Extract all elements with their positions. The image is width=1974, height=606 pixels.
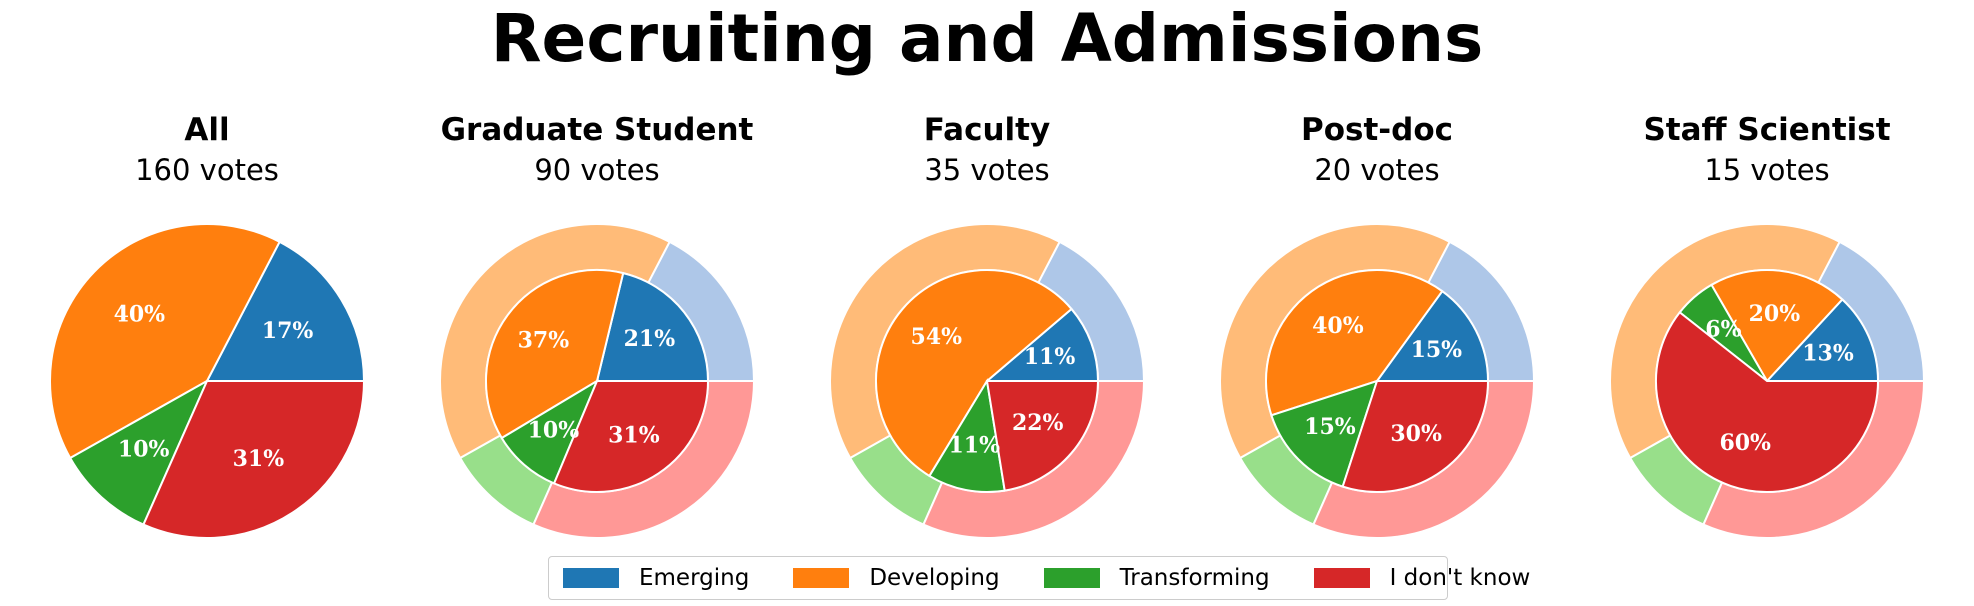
- pie-label-developing: 37%: [518, 328, 570, 354]
- pie-slice-emerging: [205, 240, 366, 382]
- pie-label-developing: 20%: [1749, 301, 1801, 327]
- main-title: Recruiting and Admissions: [490, 0, 1484, 77]
- pie-post-doc: 15% 40% 15% 30%: [1219, 223, 1536, 539]
- pie-slice-emerging: [595, 271, 710, 382]
- legend: Emerging Developing Transforming I don't…: [548, 556, 1530, 600]
- legend-swatch-developing: [793, 568, 850, 588]
- pie-slice-transforming: [928, 378, 1006, 493]
- legend-item-emerging: Emerging: [563, 565, 749, 591]
- legend-label-emerging: Emerging: [639, 565, 750, 591]
- pie-slice-transforming: [68, 378, 210, 526]
- pie-slice-developing: [875, 269, 1073, 478]
- legend-swatch-i-dont-know: [1313, 568, 1370, 588]
- pie-slice-developing: [1264, 269, 1444, 417]
- pie-label-i-dont-know: 31%: [233, 446, 285, 472]
- pie-slice-i-dont-know: [142, 380, 366, 539]
- pie-label-developing: 40%: [114, 301, 166, 327]
- legend-label-i-dont-know: I don't know: [1389, 565, 1531, 591]
- pie-label-transforming: 15%: [1304, 414, 1356, 440]
- pie-slice-developing: [49, 223, 281, 460]
- pie-label-i-dont-know: 60%: [1719, 430, 1771, 456]
- legend-label-transforming: Transforming: [1119, 565, 1270, 591]
- panel-title-faculty: Faculty: [923, 112, 1051, 148]
- pie-label-transforming: 10%: [118, 437, 170, 463]
- pie-slice-i-dont-know: [552, 380, 710, 493]
- panel-votes-faculty: 35 votes: [924, 153, 1050, 187]
- panel-votes-staff-scientist: 15 votes: [1704, 153, 1830, 187]
- pie-label-emerging: 13%: [1802, 340, 1854, 366]
- pie-slice-developing: [485, 269, 625, 440]
- pie-graduate-student: 21% 37% 10% 31%: [439, 223, 756, 539]
- pie-slice-developing: [1710, 269, 1844, 383]
- pie-slice-i-dont-know: [1655, 310, 1880, 493]
- pie-label-transforming: 6%: [1705, 317, 1741, 343]
- pie-label-i-dont-know: 22%: [1012, 410, 1064, 436]
- panel-title-all: All: [184, 112, 230, 148]
- pie-label-i-dont-know: 31%: [608, 422, 660, 448]
- pie-label-emerging: 21%: [624, 326, 676, 352]
- pie-label-transforming: 11%: [949, 432, 1001, 458]
- panel-title-post-doc: Post-doc: [1300, 112, 1454, 148]
- pie-label-i-dont-know: 30%: [1390, 421, 1442, 447]
- panel-title-graduate-student: Graduate Student: [440, 112, 754, 148]
- legend-item-developing: Developing: [793, 565, 1000, 591]
- legend-item-transforming: Transforming: [1043, 565, 1270, 591]
- pie-label-transforming: 10%: [528, 417, 580, 443]
- panel-votes-all: 160 votes: [135, 153, 279, 187]
- legend-swatch-emerging: [563, 568, 619, 588]
- pie-label-emerging: 15%: [1411, 337, 1463, 363]
- pie-label-emerging: 17%: [262, 318, 314, 344]
- legend-label-developing: Developing: [869, 565, 1000, 591]
- legend-item-i-dont-know: I don't know: [1313, 565, 1531, 591]
- pie-all: 17% 40% 10% 31%: [49, 223, 366, 539]
- pie-slice-emerging: [1764, 298, 1880, 382]
- pie-slice-emerging: [984, 307, 1100, 382]
- pie-label-emerging: 11%: [1024, 344, 1076, 370]
- pie-faculty: 11% 54% 11% 22%: [829, 223, 1146, 539]
- pie-slice-i-dont-know: [985, 380, 1100, 492]
- panel-title-staff-scientist: Staff Scientist: [1643, 112, 1891, 148]
- pie-slice-emerging: [1375, 289, 1490, 382]
- panel-votes-post-doc: 20 votes: [1314, 153, 1440, 187]
- pie-slice-transforming: [500, 378, 600, 485]
- pie-label-developing: 54%: [911, 324, 963, 350]
- pie-staff-scientist: 13%20% 6% 60%: [1609, 223, 1926, 539]
- pie-label-developing: 40%: [1312, 313, 1364, 339]
- panel-votes-graduate-student: 90 votes: [534, 153, 660, 187]
- legend-swatch-transforming: [1043, 568, 1100, 588]
- pie-slice-i-dont-know: [1341, 380, 1490, 493]
